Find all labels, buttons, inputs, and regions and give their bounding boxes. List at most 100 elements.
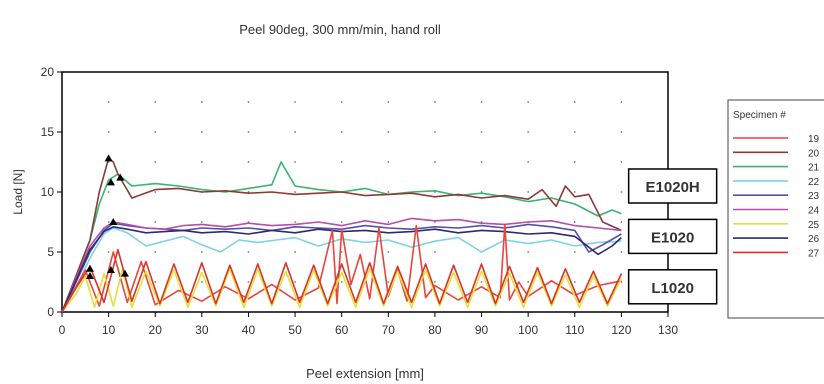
grid-dot xyxy=(527,161,530,163)
grid-dot xyxy=(527,281,530,283)
grid-dot xyxy=(620,161,623,163)
grid-dot xyxy=(247,131,250,133)
peak-marker xyxy=(116,173,125,181)
grid-dot xyxy=(340,251,343,253)
annotations: E1020H E1020 L1020 xyxy=(627,168,718,305)
grid-dot xyxy=(527,251,530,253)
y-tick-label: 5 xyxy=(47,245,54,259)
x-tick-label: 80 xyxy=(428,323,442,337)
grid-dot xyxy=(527,191,530,193)
grid-dot xyxy=(200,221,203,223)
legend-label: 25 xyxy=(808,220,820,231)
grid-dot xyxy=(154,161,157,163)
grid-dot xyxy=(573,281,576,283)
grid-dot xyxy=(480,131,483,133)
legend: Specimen # 19 20 21 22 23 24 25 26 27 xyxy=(727,99,824,319)
grid-dot xyxy=(340,161,343,163)
grid-dot xyxy=(200,101,203,103)
grid-dot xyxy=(387,101,390,103)
grid-dot xyxy=(294,101,296,103)
grid-dot xyxy=(247,161,250,163)
series-line-21 xyxy=(61,161,622,313)
annotation-label: E1020H xyxy=(646,179,700,196)
series-line-26 xyxy=(61,226,622,313)
annotation-box xyxy=(627,218,718,255)
grid-dot xyxy=(480,161,483,163)
x-tick-label: 110 xyxy=(565,323,584,337)
legend-label: 19 xyxy=(808,134,820,145)
grid-dot xyxy=(620,191,623,193)
grid-dot xyxy=(434,101,436,103)
annotation-box xyxy=(627,168,718,204)
x-tick-label: 70 xyxy=(382,323,396,337)
x-axis: 0 10 20 30 40 50 60 70 80 90 100 110 120 130 xyxy=(59,312,678,337)
grid-dot xyxy=(480,281,483,283)
grid-dot xyxy=(294,131,296,133)
x-tick-label: 130 xyxy=(658,323,678,337)
grid-dot xyxy=(434,251,436,253)
series-line-20 xyxy=(61,157,622,313)
grid-dot xyxy=(434,131,436,133)
y-axis-label: Load [N] xyxy=(11,169,25,214)
x-tick-label: 0 xyxy=(59,323,66,337)
grid-dot xyxy=(107,101,110,103)
x-tick-label: 50 xyxy=(288,323,302,337)
grid xyxy=(107,101,623,283)
annotation-box xyxy=(627,269,718,305)
grid-dot xyxy=(573,221,576,223)
grid-dot xyxy=(107,191,110,193)
series-line-22 xyxy=(61,227,622,313)
grid-dot xyxy=(573,161,576,163)
y-tick-label: 20 xyxy=(41,65,55,79)
grid-dot xyxy=(200,281,203,283)
grid-dot xyxy=(620,221,623,223)
x-tick-label: 30 xyxy=(195,323,209,337)
grid-dot xyxy=(340,131,343,133)
legend-label: 24 xyxy=(808,206,820,217)
series-line-24 xyxy=(61,217,622,313)
grid-dot xyxy=(200,161,203,163)
grid-dot xyxy=(200,251,203,253)
grid-dot xyxy=(620,101,623,103)
peak-marker xyxy=(109,218,118,225)
grid-dot xyxy=(294,251,296,253)
grid-dot xyxy=(294,191,296,193)
grid-dot xyxy=(387,251,390,253)
grid-dot xyxy=(573,191,576,193)
grid-dot xyxy=(573,131,576,133)
legend-label: 20 xyxy=(808,148,820,159)
x-tick-label: 90 xyxy=(475,323,489,337)
peak-marker xyxy=(106,178,115,186)
grid-dot xyxy=(387,221,390,223)
peak-marker xyxy=(85,272,94,279)
grid-dot xyxy=(387,191,390,193)
series-line-27 xyxy=(61,248,623,313)
legend-title: Specimen # xyxy=(733,110,786,121)
series-line-23 xyxy=(61,222,622,313)
peak-marker xyxy=(106,266,115,273)
grid-dot xyxy=(247,101,250,103)
x-axis-label: Peel extension [mm] xyxy=(306,366,424,381)
x-tick-label: 20 xyxy=(149,323,163,337)
y-tick-label: 10 xyxy=(41,185,55,199)
grid-dot xyxy=(434,161,436,163)
x-tick-label: 10 xyxy=(102,323,116,337)
grid-dot xyxy=(573,101,576,103)
chart-title: Peel 90deg, 300 mm/min, hand roll xyxy=(239,22,441,37)
legend-label: 23 xyxy=(808,191,820,202)
grid-dot xyxy=(527,101,530,103)
grid-dot xyxy=(154,281,157,283)
grid-dot xyxy=(247,281,250,283)
grid-dot xyxy=(154,131,157,133)
grid-dot xyxy=(154,221,157,223)
y-tick-label: 0 xyxy=(47,305,54,319)
grid-dot xyxy=(387,161,390,163)
grid-dot xyxy=(620,131,623,133)
x-tick-label: 40 xyxy=(242,323,256,337)
peak-marker xyxy=(85,264,94,272)
grid-dot xyxy=(294,221,296,223)
grid-dot xyxy=(107,131,110,133)
peak-marker xyxy=(104,154,113,162)
grid-dot xyxy=(387,131,390,133)
